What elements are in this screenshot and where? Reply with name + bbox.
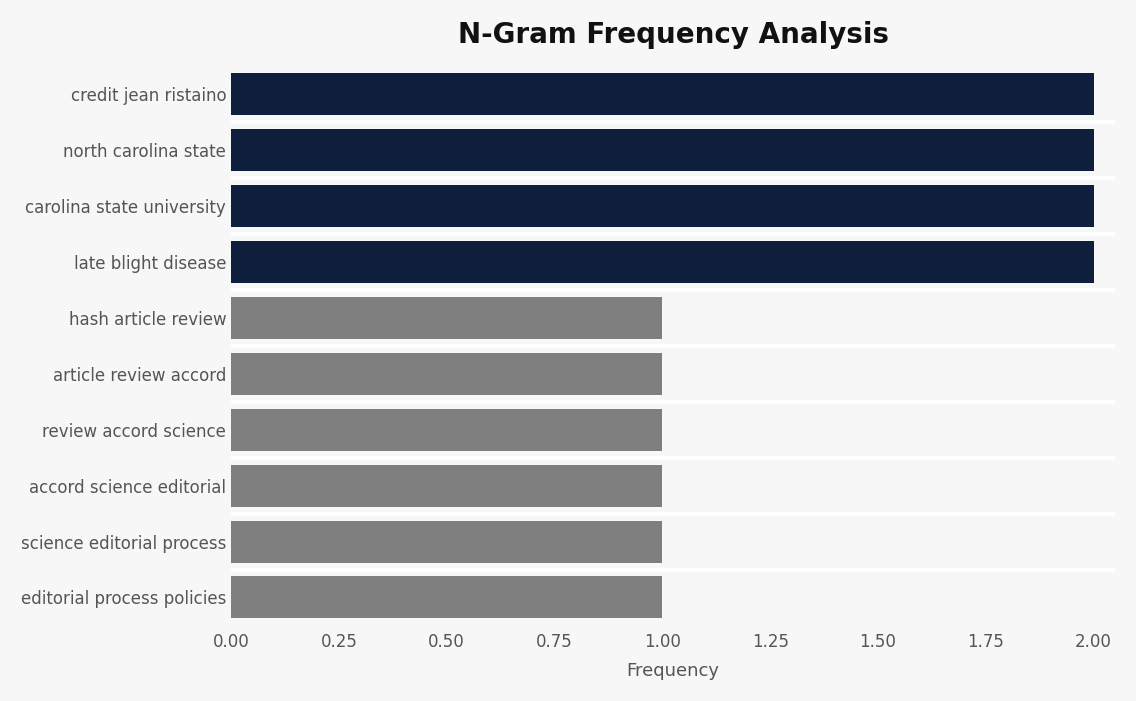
Bar bbox=[231, 130, 1094, 171]
Title: N-Gram Frequency Analysis: N-Gram Frequency Analysis bbox=[458, 21, 888, 49]
Bar bbox=[231, 297, 662, 339]
Bar bbox=[231, 74, 1094, 116]
Bar bbox=[231, 409, 662, 451]
Bar bbox=[231, 353, 662, 395]
X-axis label: Frequency: Frequency bbox=[627, 662, 719, 680]
Bar bbox=[231, 185, 1094, 227]
Bar bbox=[231, 465, 662, 507]
Bar bbox=[231, 241, 1094, 283]
Bar bbox=[231, 521, 662, 562]
Bar bbox=[231, 576, 662, 618]
